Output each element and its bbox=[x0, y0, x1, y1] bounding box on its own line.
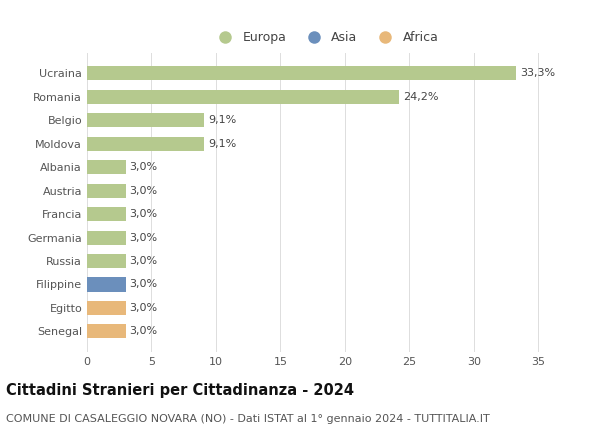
Text: 9,1%: 9,1% bbox=[208, 115, 236, 125]
Text: 3,0%: 3,0% bbox=[130, 233, 158, 242]
Text: 9,1%: 9,1% bbox=[208, 139, 236, 149]
Text: Cittadini Stranieri per Cittadinanza - 2024: Cittadini Stranieri per Cittadinanza - 2… bbox=[6, 383, 354, 398]
Bar bbox=[87, 137, 205, 151]
Text: 3,0%: 3,0% bbox=[130, 326, 158, 336]
Bar bbox=[87, 183, 125, 198]
Bar bbox=[87, 278, 125, 292]
Bar bbox=[87, 207, 125, 221]
Text: 24,2%: 24,2% bbox=[403, 92, 439, 102]
Text: COMUNE DI CASALEGGIO NOVARA (NO) - Dati ISTAT al 1° gennaio 2024 - TUTTITALIA.IT: COMUNE DI CASALEGGIO NOVARA (NO) - Dati … bbox=[6, 414, 490, 424]
Bar bbox=[87, 231, 125, 245]
Bar bbox=[87, 66, 516, 81]
Text: 3,0%: 3,0% bbox=[130, 303, 158, 313]
Bar bbox=[87, 254, 125, 268]
Bar bbox=[87, 301, 125, 315]
Text: 3,0%: 3,0% bbox=[130, 256, 158, 266]
Text: 3,0%: 3,0% bbox=[130, 186, 158, 196]
Text: 3,0%: 3,0% bbox=[130, 279, 158, 290]
Legend: Europa, Asia, Africa: Europa, Asia, Africa bbox=[208, 26, 443, 49]
Bar bbox=[87, 90, 399, 104]
Bar bbox=[87, 113, 205, 127]
Text: 3,0%: 3,0% bbox=[130, 209, 158, 219]
Bar bbox=[87, 160, 125, 174]
Text: 33,3%: 33,3% bbox=[520, 69, 555, 78]
Text: 3,0%: 3,0% bbox=[130, 162, 158, 172]
Bar bbox=[87, 324, 125, 338]
